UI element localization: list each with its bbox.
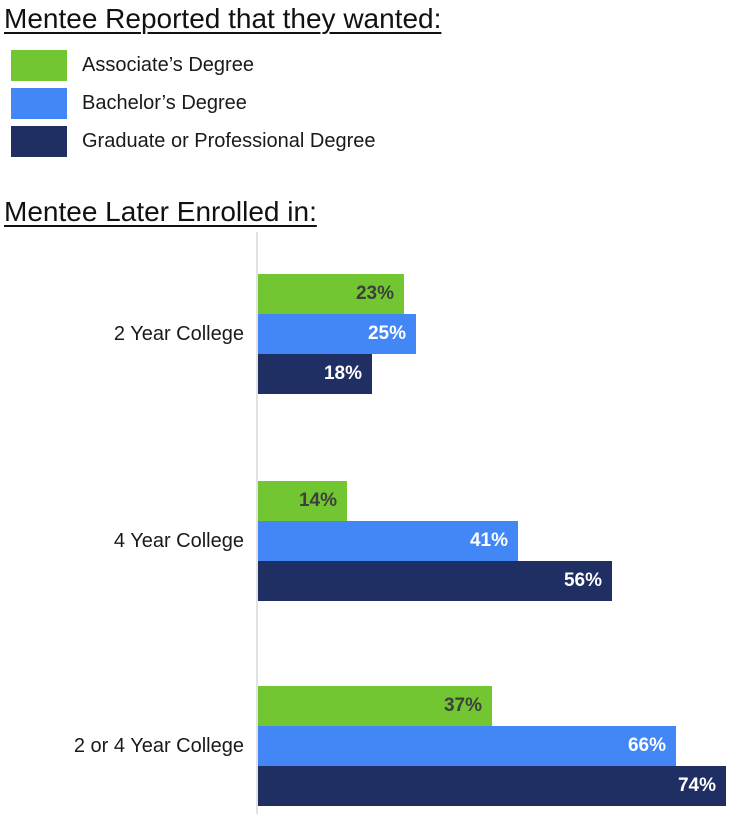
bar-value-label: 56%: [563, 570, 602, 591]
heading-enrolled: Mentee Later Enrolled in:: [4, 196, 317, 227]
bar: 14%: [258, 481, 347, 521]
legend-swatch: [11, 126, 67, 157]
bar-value-label: 41%: [469, 530, 508, 551]
legend-label: Bachelor’s Degree: [82, 92, 247, 114]
bar: 18%: [258, 354, 372, 394]
bar-value-label: 14%: [298, 490, 337, 511]
legend-label: Graduate or Professional Degree: [82, 130, 376, 152]
bar: 56%: [258, 561, 612, 601]
bar: 74%: [258, 766, 726, 806]
bar-value-label: 23%: [355, 283, 394, 304]
category-label: 2 Year College: [113, 322, 244, 345]
legend-item: Bachelor’s Degree: [11, 88, 376, 119]
legend-swatch: [11, 50, 67, 81]
heading-wanted: Mentee Reported that they wanted:: [4, 3, 442, 34]
legend-item: Associate’s Degree: [11, 50, 376, 81]
bar-value-label: 18%: [323, 363, 362, 384]
legend-label: Associate’s Degree: [82, 54, 254, 76]
bar: 25%: [258, 314, 416, 354]
bar: 23%: [258, 274, 404, 314]
bar-value-label: 74%: [677, 775, 716, 796]
bar-value-label: 37%: [443, 695, 482, 716]
category-label: 4 Year College: [113, 529, 244, 552]
y-axis-line: [256, 232, 258, 814]
bar: 37%: [258, 686, 492, 726]
bar-value-label: 66%: [627, 735, 666, 756]
bar-value-label: 25%: [367, 323, 406, 344]
bar: 66%: [258, 726, 676, 766]
category-label: 2 or 4 Year College: [73, 734, 244, 757]
legend: Associate’s Degree Bachelor’s Degree Gradu…: [11, 50, 376, 164]
bar: 41%: [258, 521, 518, 561]
legend-swatch: [11, 88, 67, 119]
legend-item: Graduate or Professional Degree: [11, 126, 376, 157]
